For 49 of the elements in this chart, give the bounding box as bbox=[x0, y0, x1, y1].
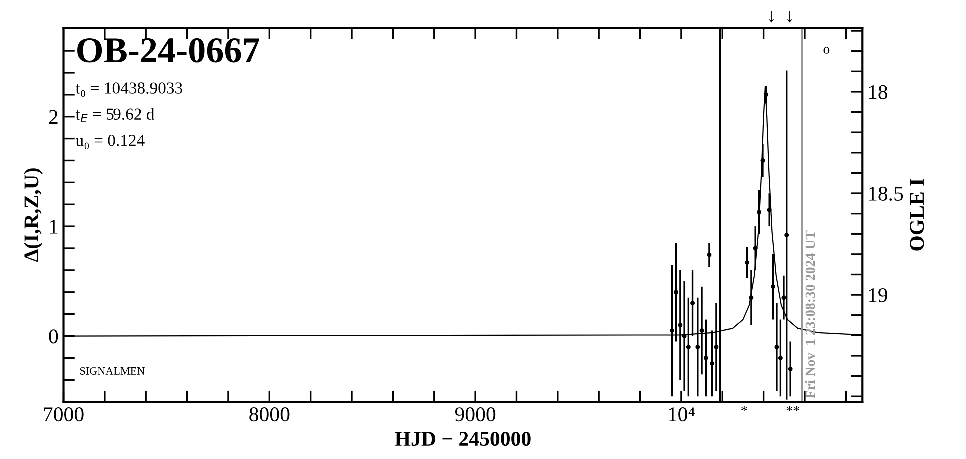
point bbox=[784, 233, 790, 238]
point bbox=[707, 252, 712, 258]
point bbox=[771, 284, 776, 290]
point bbox=[696, 344, 700, 350]
point bbox=[686, 344, 691, 350]
text: * bbox=[742, 406, 748, 412]
annotation: t₀ = 10438.9033 bbox=[76, 82, 182, 98]
text: ↓ bbox=[788, 11, 792, 23]
point bbox=[767, 208, 772, 212]
y-axis-title: Δ(I,R,Z,U) bbox=[24, 168, 43, 262]
point bbox=[782, 296, 786, 300]
chart-title: OB-24-0667 bbox=[78, 38, 260, 63]
point bbox=[788, 366, 793, 372]
x-tick-label: 8000 bbox=[250, 408, 290, 422]
y-tick-label: 2 bbox=[49, 110, 58, 124]
y2-tick-label: 18.5 bbox=[869, 186, 904, 202]
point bbox=[760, 158, 766, 163]
annotation: SIGNALMEN bbox=[80, 367, 145, 375]
point bbox=[714, 344, 719, 350]
y2-tick-label: 18 bbox=[869, 85, 888, 100]
point bbox=[682, 334, 687, 339]
point bbox=[704, 356, 708, 360]
point bbox=[778, 356, 783, 360]
point bbox=[674, 290, 679, 295]
y-tick-label: 1 bbox=[50, 220, 58, 234]
text: ** bbox=[786, 406, 800, 412]
y2-tick-label: 19 bbox=[869, 288, 888, 302]
point bbox=[764, 92, 769, 98]
text: ↓ bbox=[769, 11, 774, 23]
annotation: Fri Nov 1 23:08:30 2024 UT bbox=[805, 230, 816, 399]
point bbox=[749, 296, 754, 300]
x-tick-label: 9000 bbox=[455, 408, 496, 422]
point bbox=[700, 328, 704, 334]
point bbox=[678, 323, 683, 328]
x-axis-title: HJD − 2450000 bbox=[395, 432, 531, 446]
annotation: o bbox=[824, 47, 830, 54]
point bbox=[753, 246, 758, 251]
annotation: t$_{E}$ = 59.62 d bbox=[76, 108, 155, 123]
point bbox=[670, 328, 674, 334]
point bbox=[774, 344, 780, 350]
x-tick-label: 10⁴ bbox=[669, 408, 695, 422]
point bbox=[690, 301, 696, 306]
y-tick-label: 0 bbox=[49, 330, 58, 344]
x-tick-label: 7000 bbox=[44, 408, 84, 422]
point bbox=[710, 361, 715, 366]
y2-axis-title: OGLE I bbox=[910, 178, 924, 251]
annotation: u₀ = 0.124 bbox=[76, 135, 145, 150]
point bbox=[745, 260, 750, 266]
point bbox=[757, 210, 762, 215]
